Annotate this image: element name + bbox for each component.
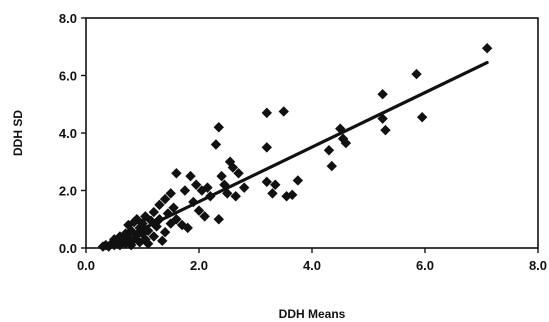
data-point xyxy=(128,234,140,245)
data-point xyxy=(199,211,210,222)
data-point xyxy=(227,162,239,173)
data-point xyxy=(137,218,148,229)
trendline xyxy=(101,60,489,250)
axes xyxy=(81,17,539,253)
data-point xyxy=(171,168,182,179)
data-point xyxy=(109,239,120,251)
y-tick-label: 0.0 xyxy=(59,241,77,256)
data-point xyxy=(210,139,222,150)
x-tick-label: 0.0 xyxy=(77,258,95,273)
data-point xyxy=(171,214,182,225)
data-point xyxy=(267,188,278,199)
data-point xyxy=(114,239,126,251)
y-tick-label: 4.0 xyxy=(59,126,77,141)
data-point xyxy=(335,123,346,134)
x-axis-title: DDH Means xyxy=(279,307,346,321)
data-point xyxy=(151,221,162,232)
data-point xyxy=(411,68,422,80)
y-tick-label: 8.0 xyxy=(59,11,77,26)
data-point xyxy=(239,182,250,193)
data-point xyxy=(481,42,493,54)
y-axis-title: DDH SD xyxy=(11,110,25,156)
data-point xyxy=(213,214,224,225)
y-tick-label: 6.0 xyxy=(59,69,77,84)
data-point xyxy=(416,111,428,123)
data-point xyxy=(109,234,120,245)
data-point xyxy=(142,238,154,249)
y-tick-label: 2.0 xyxy=(59,184,77,199)
x-tick-label: 2.0 xyxy=(190,258,208,273)
data-point xyxy=(182,222,193,234)
data-point xyxy=(159,193,171,205)
data-point xyxy=(261,107,272,119)
data-point xyxy=(179,185,191,196)
data-point xyxy=(287,189,298,201)
data-point xyxy=(148,231,159,242)
data-point xyxy=(202,182,213,193)
data-point xyxy=(213,122,224,133)
data-point xyxy=(137,228,148,239)
data-point xyxy=(323,145,335,156)
data-point xyxy=(326,160,337,172)
data-point xyxy=(123,219,134,231)
data-point xyxy=(216,170,227,182)
data-point xyxy=(168,202,179,213)
data-point xyxy=(190,179,202,190)
x-tick-label: 6.0 xyxy=(416,258,434,273)
data-point xyxy=(222,188,233,199)
data-point xyxy=(114,231,126,242)
data-point xyxy=(128,216,140,228)
x-tick-label: 4.0 xyxy=(303,258,321,273)
data-point xyxy=(117,235,128,247)
x-axis-tick-labels: 0.0 2.0 4.0 6.0 8.0 xyxy=(77,258,547,273)
data-point xyxy=(380,124,391,136)
data-point xyxy=(154,199,165,211)
data-point xyxy=(165,218,176,229)
data-point xyxy=(193,205,205,216)
trendline-segment xyxy=(101,60,489,250)
data-point xyxy=(230,191,241,202)
data-point xyxy=(123,232,134,244)
data-point xyxy=(278,106,289,117)
x-tick-label: 8.0 xyxy=(529,258,547,273)
data-point xyxy=(157,235,168,247)
data-point xyxy=(261,176,272,188)
data-point xyxy=(233,168,244,179)
data-point xyxy=(261,142,272,153)
data-point xyxy=(292,175,304,186)
data-point xyxy=(185,170,196,182)
y-axis-tick-labels: 0.0 2.0 4.0 6.0 8.0 xyxy=(59,11,77,256)
data-point xyxy=(165,188,176,199)
data-point xyxy=(159,226,171,238)
data-point xyxy=(148,206,159,218)
data-point xyxy=(377,88,388,100)
data-point xyxy=(340,137,352,149)
data-point xyxy=(270,179,281,190)
